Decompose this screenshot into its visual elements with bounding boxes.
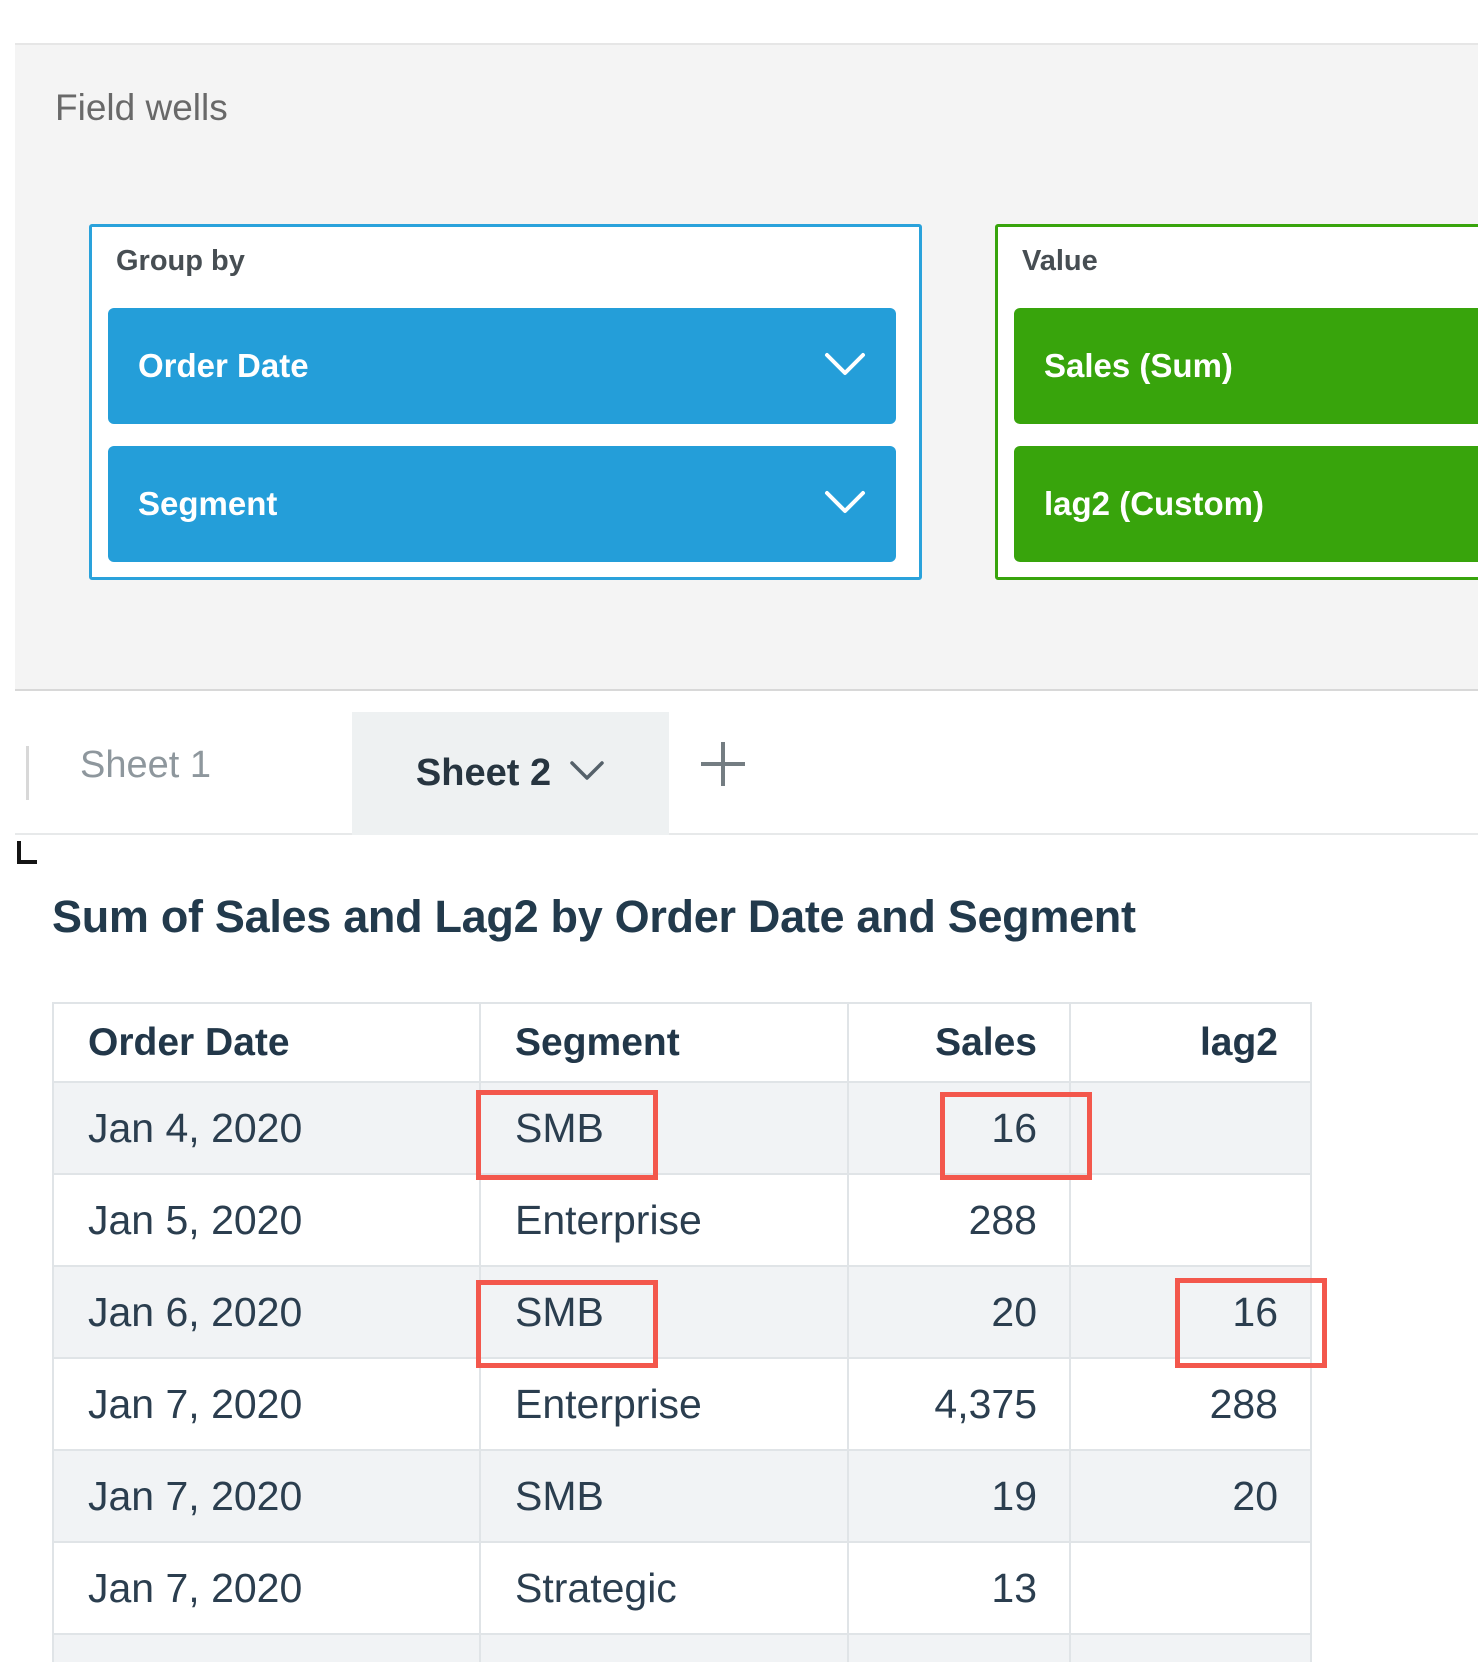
table-row: Jan 4, 2020 SMB 16 bbox=[52, 1081, 1312, 1175]
cell-order-date[interactable]: Jan 5, 2020 bbox=[52, 1173, 481, 1267]
visual-selection-corner bbox=[17, 841, 37, 864]
column-header-segment[interactable]: Segment bbox=[479, 1002, 849, 1083]
cell-segment[interactable]: SMB bbox=[479, 1449, 849, 1543]
field-pill-order-date[interactable]: Order Date bbox=[108, 308, 896, 424]
field-pill-sales-sum[interactable]: Sales (Sum) bbox=[1014, 308, 1478, 424]
cell-order-date[interactable]: Jan 4, 2020 bbox=[52, 1081, 481, 1175]
cell-sales[interactable]: 20 bbox=[847, 1265, 1071, 1359]
cell-order-date[interactable] bbox=[52, 1633, 481, 1662]
tab-divider bbox=[26, 746, 29, 800]
table-row: Jan 7, 2020 Strategic 13 bbox=[52, 1541, 1312, 1635]
cell-segment[interactable] bbox=[479, 1633, 849, 1662]
table-row: Jan 7, 2020 SMB 19 20 bbox=[52, 1449, 1312, 1543]
table-row: Jan 7, 2020 Enterprise 4,375 288 bbox=[52, 1357, 1312, 1451]
field-pill-lag2-custom[interactable]: lag2 (Custom) bbox=[1014, 446, 1478, 562]
cell-sales[interactable]: 288 bbox=[847, 1173, 1071, 1267]
table-row: Jan 6, 2020 SMB 20 16 bbox=[52, 1265, 1312, 1359]
column-header-sales[interactable]: Sales bbox=[847, 1002, 1071, 1083]
chevron-down-icon[interactable] bbox=[569, 759, 605, 788]
cell-sales[interactable] bbox=[847, 1633, 1071, 1662]
field-pill-label: Sales (Sum) bbox=[1044, 347, 1233, 384]
cell-order-date[interactable]: Jan 7, 2020 bbox=[52, 1357, 481, 1451]
cell-order-date[interactable]: Jan 7, 2020 bbox=[52, 1541, 481, 1635]
cell-segment[interactable]: SMB bbox=[479, 1081, 849, 1175]
field-wells-title: Field wells bbox=[55, 87, 228, 128]
tab-sheet-2[interactable]: Sheet 2 bbox=[352, 712, 669, 835]
tab-sheet-1[interactable]: Sheet 1 bbox=[80, 744, 211, 786]
tabbar-bottom-border bbox=[15, 833, 1478, 835]
field-pill-label: Segment bbox=[138, 485, 278, 522]
cell-lag2[interactable] bbox=[1069, 1081, 1312, 1175]
cell-lag2[interactable] bbox=[1069, 1173, 1312, 1267]
table-visual: Order Date Segment Sales lag2 Jan 4, 202… bbox=[52, 1002, 1312, 1662]
table-row: Jan 5, 2020 Enterprise 288 bbox=[52, 1173, 1312, 1267]
cell-segment[interactable]: Enterprise bbox=[479, 1357, 849, 1451]
cell-sales[interactable]: 4,375 bbox=[847, 1357, 1071, 1451]
visual-title: Sum of Sales and Lag2 by Order Date and … bbox=[52, 891, 1136, 942]
value-well: Value Sales (Sum) lag2 (Custom) bbox=[995, 224, 1478, 580]
cell-lag2[interactable]: 20 bbox=[1069, 1449, 1312, 1543]
field-pill-label: Order Date bbox=[138, 347, 309, 384]
value-label: Value bbox=[1022, 245, 1098, 277]
cell-segment[interactable]: Enterprise bbox=[479, 1173, 849, 1267]
tab-label: Sheet 2 bbox=[415, 752, 552, 794]
cell-sales[interactable]: 13 bbox=[847, 1541, 1071, 1635]
cell-segment[interactable]: Strategic bbox=[479, 1541, 849, 1635]
table-row bbox=[52, 1633, 1312, 1662]
field-wells-panel: Field wells Group by Order Date Segment … bbox=[15, 43, 1478, 691]
column-header-order-date[interactable]: Order Date bbox=[52, 1002, 481, 1083]
cell-sales[interactable]: 19 bbox=[847, 1449, 1071, 1543]
cell-lag2[interactable]: 16 bbox=[1069, 1265, 1312, 1359]
chevron-down-icon[interactable] bbox=[824, 347, 866, 385]
add-sheet-button[interactable] bbox=[697, 738, 749, 795]
cell-lag2[interactable] bbox=[1069, 1633, 1312, 1662]
group-by-well: Group by Order Date Segment bbox=[89, 224, 922, 580]
group-by-label: Group by bbox=[116, 245, 245, 277]
field-pill-segment[interactable]: Segment bbox=[108, 446, 896, 562]
table-header-row: Order Date Segment Sales lag2 bbox=[52, 1002, 1312, 1083]
column-header-lag2[interactable]: lag2 bbox=[1069, 1002, 1312, 1083]
cell-lag2[interactable]: 288 bbox=[1069, 1357, 1312, 1451]
cell-segment[interactable]: SMB bbox=[479, 1265, 849, 1359]
field-pill-label: lag2 (Custom) bbox=[1044, 485, 1265, 522]
cell-lag2[interactable] bbox=[1069, 1541, 1312, 1635]
cell-sales[interactable]: 16 bbox=[847, 1081, 1071, 1175]
cell-order-date[interactable]: Jan 6, 2020 bbox=[52, 1265, 481, 1359]
chevron-down-icon[interactable] bbox=[824, 485, 866, 523]
cell-order-date[interactable]: Jan 7, 2020 bbox=[52, 1449, 481, 1543]
